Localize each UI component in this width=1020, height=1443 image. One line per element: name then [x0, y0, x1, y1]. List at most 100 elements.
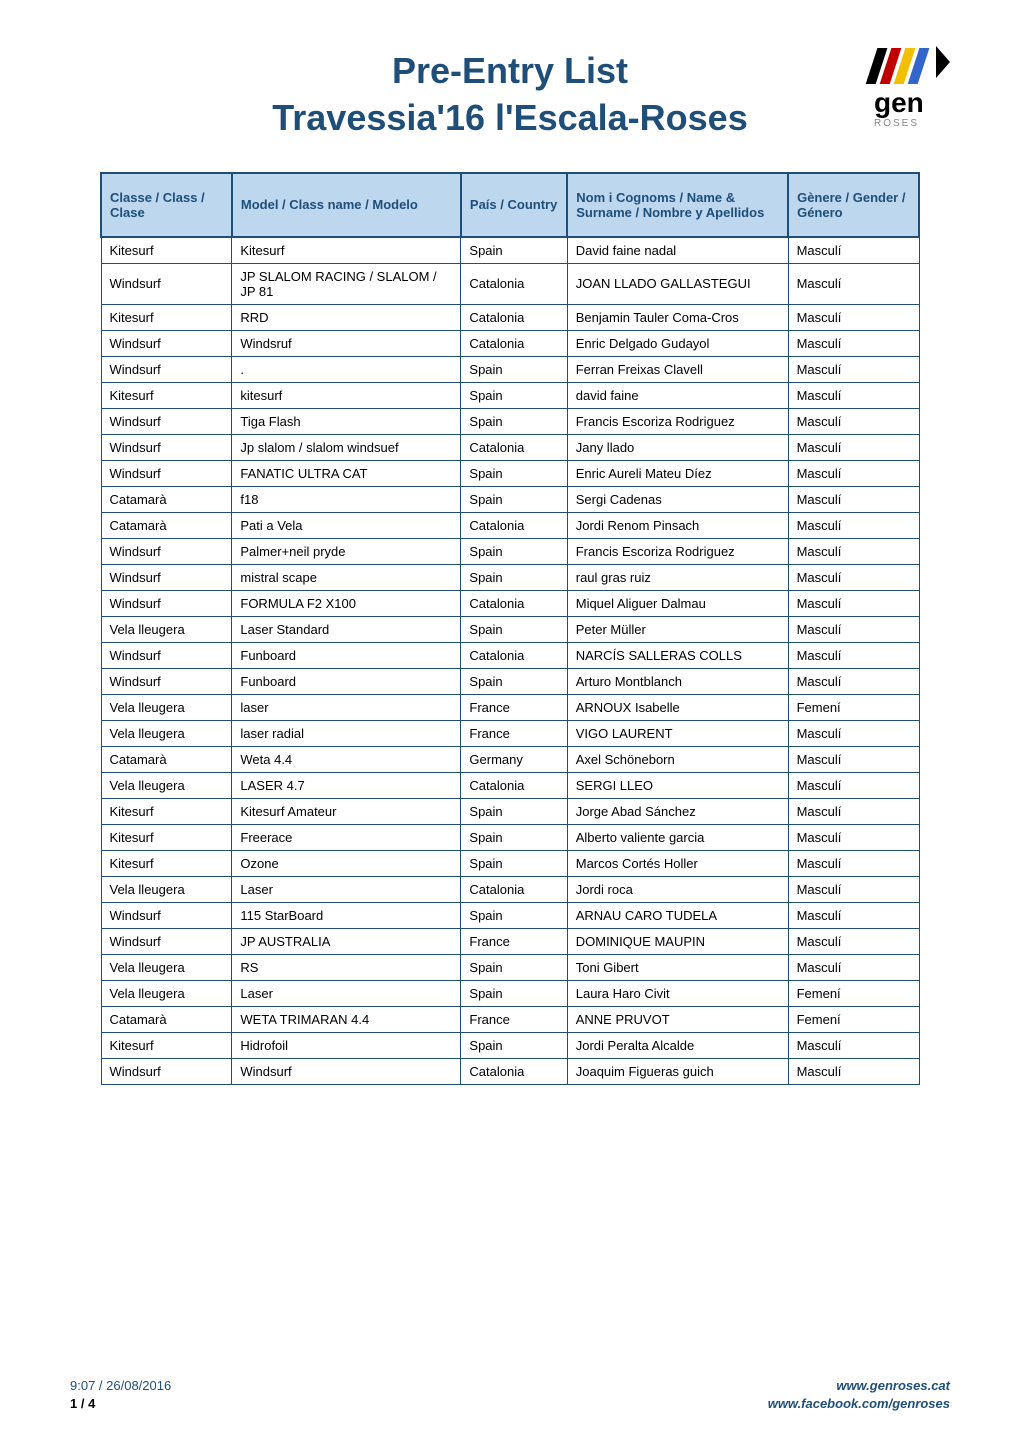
cell-genere: Masculí: [788, 564, 919, 590]
table-row: Vela lleugeraRSSpainToni GibertMasculí: [101, 954, 919, 980]
cell-classe: Kitesurf: [101, 382, 232, 408]
table-row: KitesurfKitesurf AmateurSpainJorge Abad …: [101, 798, 919, 824]
cell-pais: Germany: [461, 746, 567, 772]
table-header-row: Classe / Class / Clase Model / Class nam…: [101, 173, 919, 237]
cell-model: Funboard: [232, 668, 461, 694]
cell-genere: Masculí: [788, 928, 919, 954]
cell-nom: Joaquim Figueras guich: [567, 1058, 788, 1084]
cell-nom: Arturo Montblanch: [567, 668, 788, 694]
cell-classe: Vela lleugera: [101, 954, 232, 980]
table-row: Vela lleugeralaser radialFranceVIGO LAUR…: [101, 720, 919, 746]
cell-model: WETA TRIMARAN 4.4: [232, 1006, 461, 1032]
cell-nom: VIGO LAURENT: [567, 720, 788, 746]
cell-classe: Kitesurf: [101, 1032, 232, 1058]
cell-nom: SERGI LLEO: [567, 772, 788, 798]
table-row: KitesurfFreeraceSpainAlberto valiente ga…: [101, 824, 919, 850]
cell-classe: Catamarà: [101, 746, 232, 772]
cell-genere: Masculí: [788, 382, 919, 408]
svg-text:gen: gen: [874, 87, 924, 118]
cell-genere: Masculí: [788, 1032, 919, 1058]
cell-genere: Masculí: [788, 408, 919, 434]
cell-nom: Miquel Aliguer Dalmau: [567, 590, 788, 616]
cell-classe: Vela lleugera: [101, 694, 232, 720]
cell-nom: Toni Gibert: [567, 954, 788, 980]
table-row: KitesurfkitesurfSpaindavid faineMasculí: [101, 382, 919, 408]
cell-model: Laser: [232, 876, 461, 902]
cell-nom: Enric Aureli Mateu Díez: [567, 460, 788, 486]
cell-classe: Kitesurf: [101, 237, 232, 264]
cell-nom: Jordi Renom Pinsach: [567, 512, 788, 538]
svg-text:ROSES: ROSES: [874, 118, 919, 129]
cell-nom: Laura Haro Civit: [567, 980, 788, 1006]
cell-pais: Catalonia: [461, 876, 567, 902]
cell-model: f18: [232, 486, 461, 512]
cell-nom: ANNE PRUVOT: [567, 1006, 788, 1032]
cell-pais: France: [461, 1006, 567, 1032]
footer-url-2: www.facebook.com/genroses: [768, 1395, 950, 1413]
cell-pais: Catalonia: [461, 772, 567, 798]
cell-classe: Windsurf: [101, 642, 232, 668]
cell-classe: Vela lleugera: [101, 876, 232, 902]
cell-nom: raul gras ruiz: [567, 564, 788, 590]
cell-classe: Windsurf: [101, 590, 232, 616]
cell-nom: Jordi Peralta Alcalde: [567, 1032, 788, 1058]
cell-genere: Masculí: [788, 590, 919, 616]
cell-genere: Masculí: [788, 876, 919, 902]
cell-nom: Ferran Freixas Clavell: [567, 356, 788, 382]
entry-tbody: KitesurfKitesurfSpainDavid faine nadalMa…: [101, 237, 919, 1085]
cell-pais: Spain: [461, 902, 567, 928]
cell-genere: Masculí: [788, 954, 919, 980]
cell-genere: Masculí: [788, 356, 919, 382]
cell-nom: Benjamin Tauler Coma-Cros: [567, 304, 788, 330]
cell-model: Ozone: [232, 850, 461, 876]
cell-model: JP SLALOM RACING / SLALOM / JP 81: [232, 263, 461, 304]
gen-roses-logo: gen ROSES: [860, 40, 950, 130]
table-row: KitesurfHidrofoilSpainJordi Peralta Alca…: [101, 1032, 919, 1058]
cell-nom: David faine nadal: [567, 237, 788, 264]
cell-genere: Masculí: [788, 460, 919, 486]
cell-classe: Windsurf: [101, 330, 232, 356]
cell-nom: david faine: [567, 382, 788, 408]
cell-nom: Sergi Cadenas: [567, 486, 788, 512]
table-row: Vela lleugeraLaserCataloniaJordi rocaMas…: [101, 876, 919, 902]
cell-pais: Catalonia: [461, 330, 567, 356]
cell-classe: Windsurf: [101, 564, 232, 590]
cell-model: laser radial: [232, 720, 461, 746]
cell-pais: Spain: [461, 460, 567, 486]
cell-genere: Masculí: [788, 330, 919, 356]
cell-model: .: [232, 356, 461, 382]
footer-left: 9:07 / 26/08/2016 1 / 4: [70, 1377, 171, 1413]
table-row: KitesurfRRDCataloniaBenjamin Tauler Coma…: [101, 304, 919, 330]
cell-classe: Kitesurf: [101, 824, 232, 850]
table-row: Windsurfmistral scapeSpainraul gras ruiz…: [101, 564, 919, 590]
cell-pais: France: [461, 928, 567, 954]
cell-model: mistral scape: [232, 564, 461, 590]
cell-genere: Masculí: [788, 237, 919, 264]
table-row: CatamaràWeta 4.4GermanyAxel SchönebornMa…: [101, 746, 919, 772]
cell-classe: Windsurf: [101, 1058, 232, 1084]
cell-nom: Francis Escoriza Rodriguez: [567, 538, 788, 564]
cell-classe: Windsurf: [101, 460, 232, 486]
cell-pais: Spain: [461, 564, 567, 590]
cell-nom: Marcos Cortés Holler: [567, 850, 788, 876]
cell-pais: Catalonia: [461, 434, 567, 460]
cell-classe: Vela lleugera: [101, 772, 232, 798]
table-row: Vela lleugeralaserFranceARNOUX IsabelleF…: [101, 694, 919, 720]
cell-model: 115 StarBoard: [232, 902, 461, 928]
footer-page-number: 1 / 4: [70, 1395, 171, 1413]
cell-classe: Windsurf: [101, 356, 232, 382]
cell-classe: Windsurf: [101, 434, 232, 460]
cell-pais: Spain: [461, 980, 567, 1006]
cell-classe: Catamarà: [101, 512, 232, 538]
cell-genere: Masculí: [788, 772, 919, 798]
page-header: gen ROSES Pre-Entry List Travessia'16 l'…: [0, 0, 1020, 172]
cell-nom: Jany llado: [567, 434, 788, 460]
cell-genere: Masculí: [788, 798, 919, 824]
cell-nom: Alberto valiente garcia: [567, 824, 788, 850]
cell-genere: Masculí: [788, 538, 919, 564]
cell-model: FORMULA F2 X100: [232, 590, 461, 616]
cell-classe: Kitesurf: [101, 798, 232, 824]
cell-model: RRD: [232, 304, 461, 330]
cell-pais: Spain: [461, 382, 567, 408]
cell-model: JP AUSTRALIA: [232, 928, 461, 954]
